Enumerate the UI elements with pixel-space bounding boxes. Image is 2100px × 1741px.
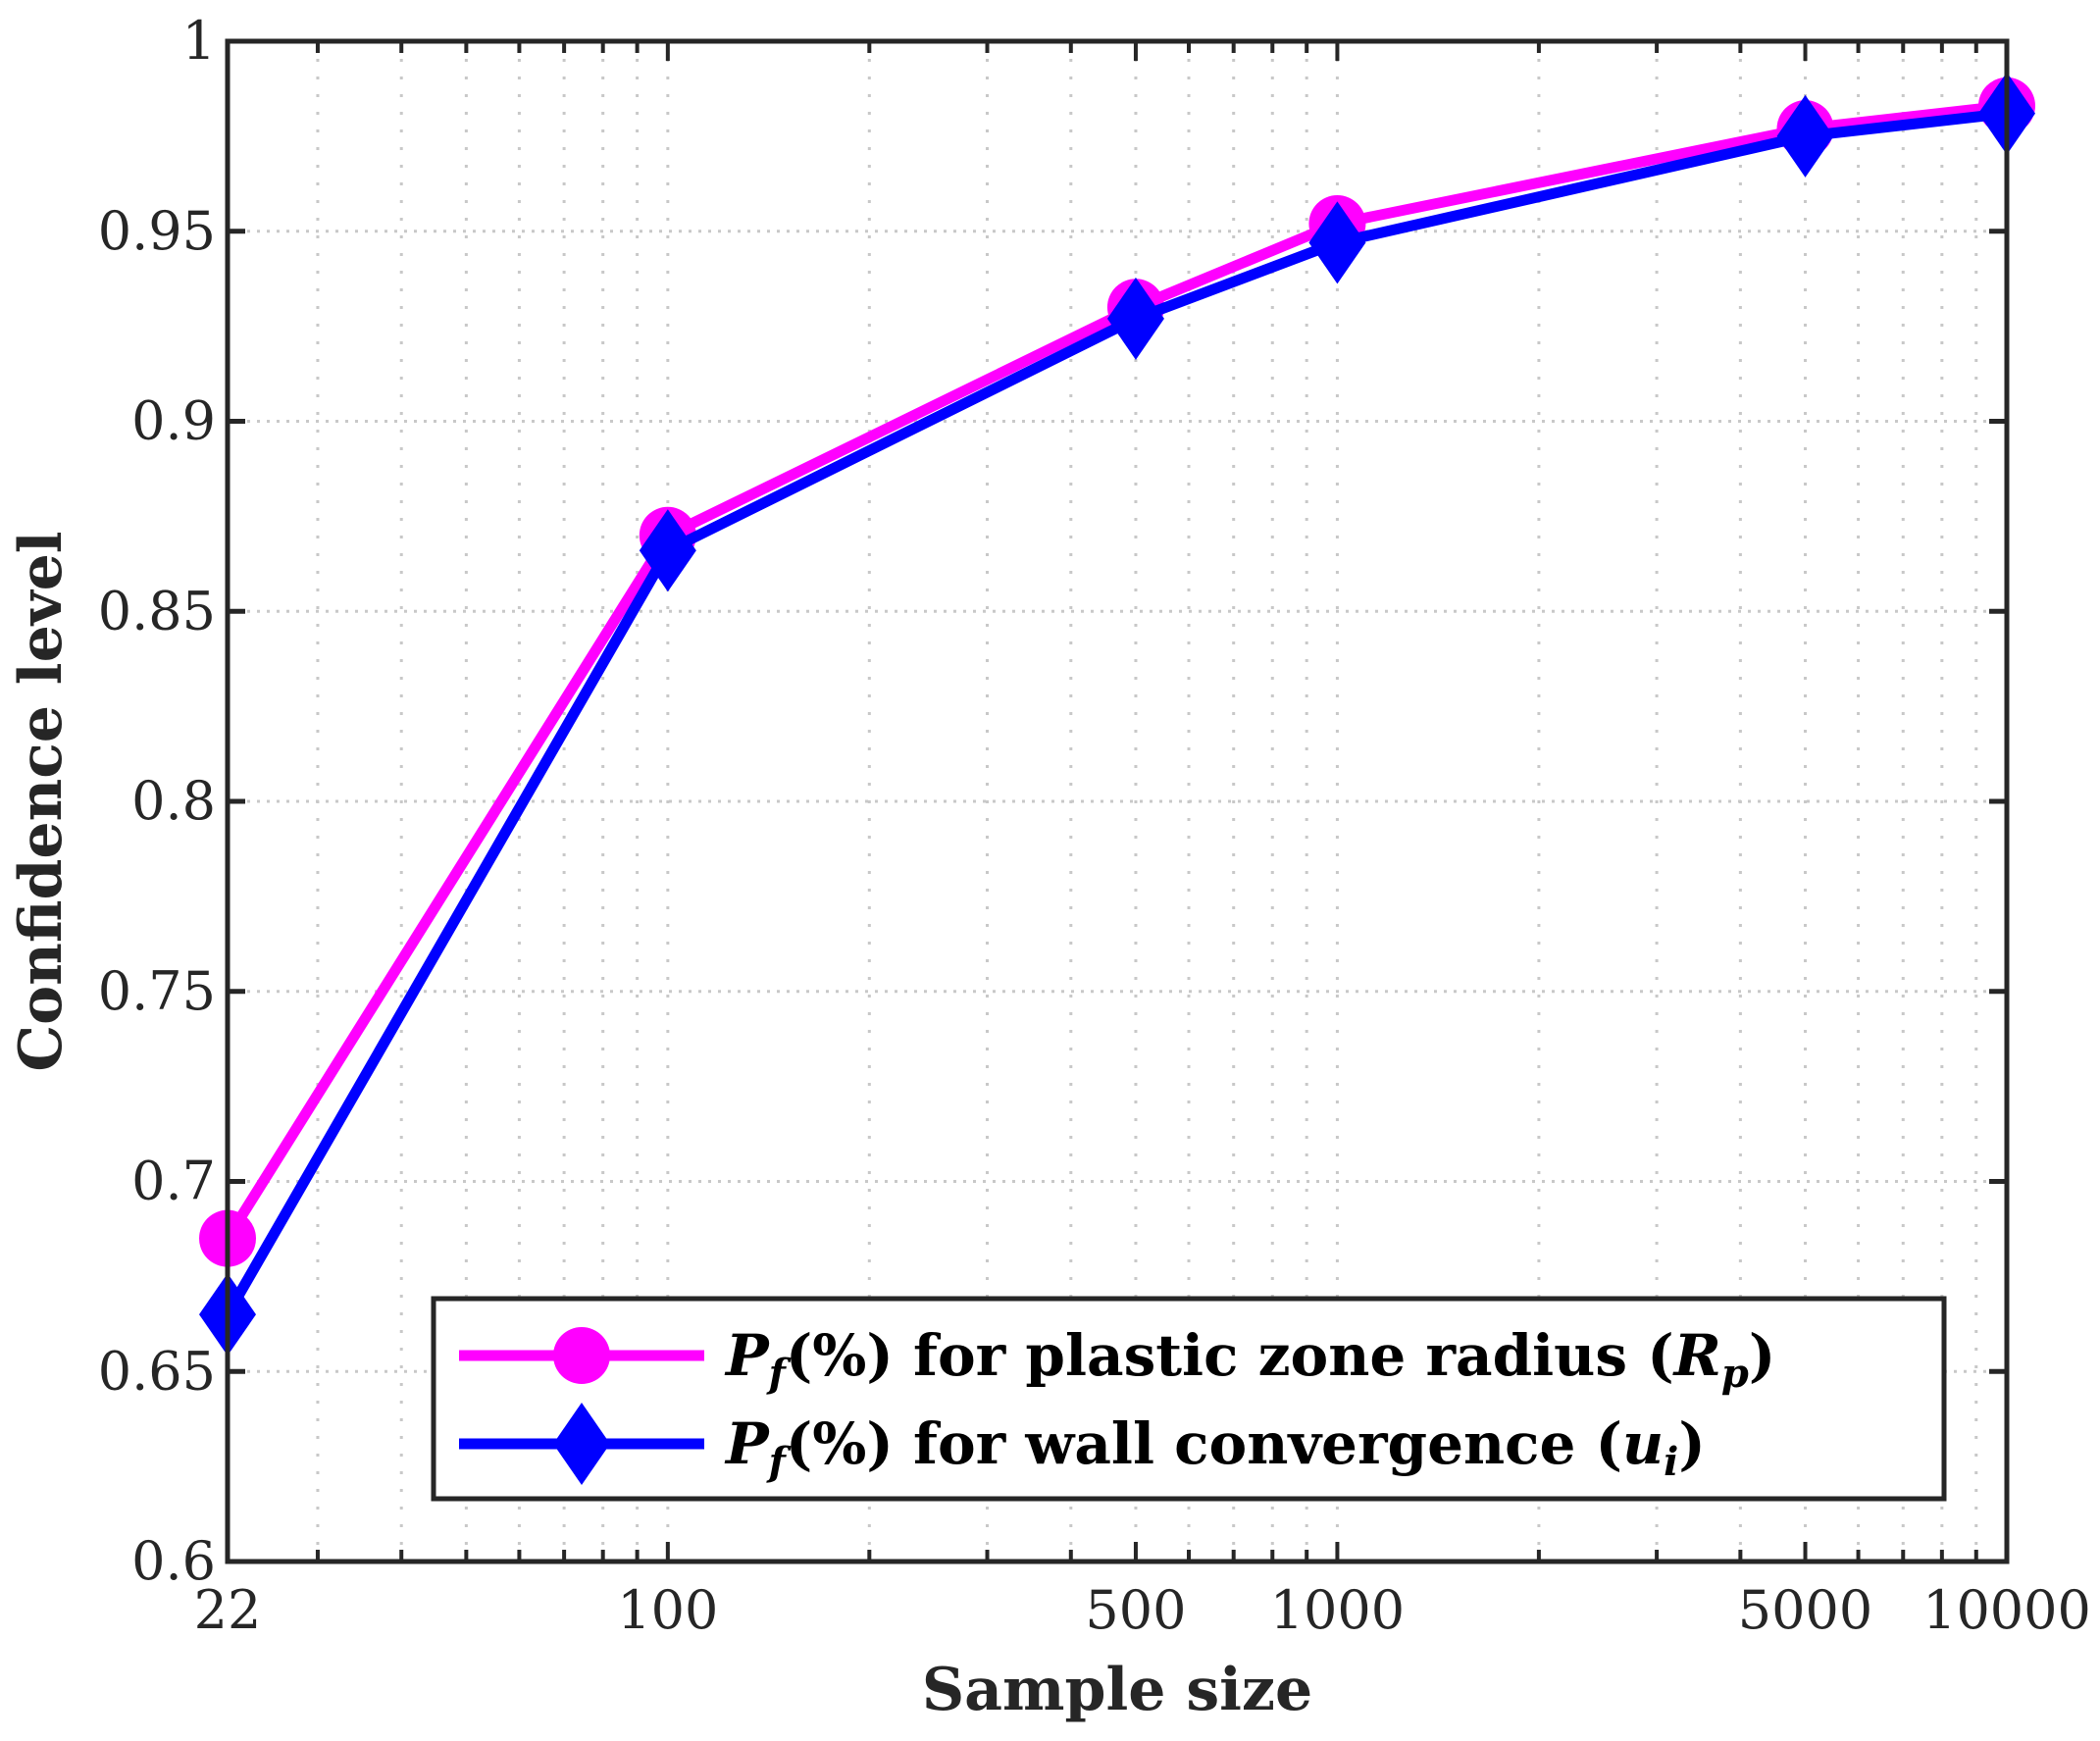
x-axis-label: Sample size xyxy=(922,1656,1312,1724)
legend-item-1: Pf(%) for plastic zone radius (Rp) xyxy=(459,1322,1775,1397)
x-tick-label: 22 xyxy=(194,1579,262,1641)
legend-label: Pf(%) for wall convergence (ui) xyxy=(724,1410,1706,1485)
x-tick-label: 100 xyxy=(617,1579,718,1641)
x-tick-label: 500 xyxy=(1085,1579,1186,1641)
y-tick-label: 0.7 xyxy=(131,1151,216,1212)
y-axis-label: Confidence level xyxy=(7,531,76,1071)
y-tick-label: 0.9 xyxy=(131,390,216,452)
diamond-legend-icon xyxy=(553,1403,610,1485)
diamond-marker xyxy=(639,509,696,592)
y-tick-label: 0.8 xyxy=(131,770,216,832)
legend: Pf(%) for plastic zone radius (Rp) Pf(%) … xyxy=(431,1296,1947,1502)
y-tick-label: 0.65 xyxy=(98,1340,216,1402)
series-line xyxy=(223,108,2008,1317)
x-tick-label: 10000 xyxy=(1922,1579,2091,1641)
series-line xyxy=(223,100,2008,1242)
legend-item-2: Pf(%) for wall convergence (ui) xyxy=(459,1403,1706,1485)
series-1 xyxy=(199,77,2035,1267)
y-tick-label: 0.6 xyxy=(131,1530,216,1592)
circle-legend-icon xyxy=(553,1327,610,1384)
y-tick-label: 0.75 xyxy=(98,960,216,1022)
y-tick-label: 1 xyxy=(182,10,216,72)
diamond-marker xyxy=(1776,94,1834,178)
series-2 xyxy=(199,72,2035,1357)
y-tick-label: 0.95 xyxy=(98,200,216,262)
y-tick-label: 0.85 xyxy=(98,580,216,641)
diamond-marker xyxy=(1106,277,1164,360)
diamond-marker xyxy=(1308,201,1366,284)
legend-label: Pf(%) for plastic zone radius (Rp) xyxy=(724,1322,1775,1397)
x-tick-label: 5000 xyxy=(1738,1579,1872,1641)
legend-box xyxy=(431,1296,1947,1502)
x-tick-label: 1000 xyxy=(1270,1579,1405,1641)
ticks: 22 100 500 1000 5000 10000 0.6 0.65 0.7 0.75 0.8 0.… xyxy=(98,10,2091,1641)
series-layer xyxy=(199,72,2035,1357)
